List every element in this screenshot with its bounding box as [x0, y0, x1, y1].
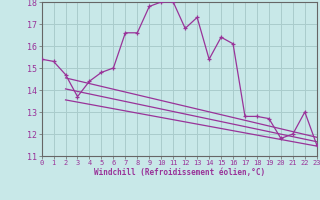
X-axis label: Windchill (Refroidissement éolien,°C): Windchill (Refroidissement éolien,°C)	[94, 168, 265, 177]
